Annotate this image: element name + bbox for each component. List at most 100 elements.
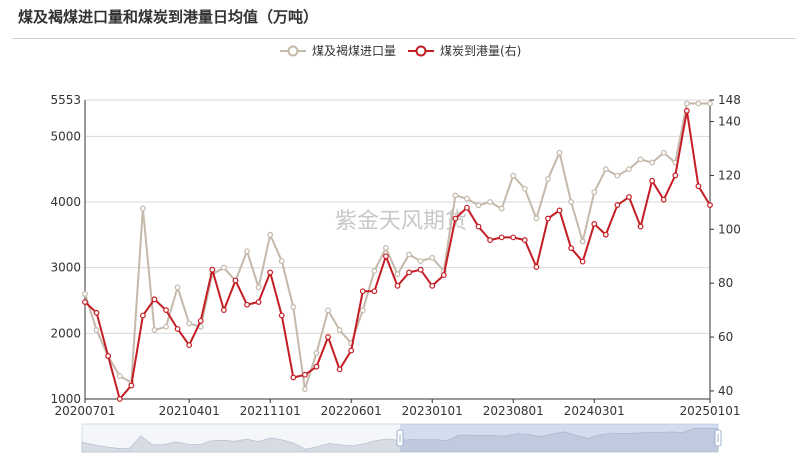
x-tick-label: 20210401 — [159, 404, 220, 418]
data-point — [163, 323, 169, 330]
data-point — [163, 307, 169, 314]
gridlines — [85, 99, 710, 400]
y-left-tick-label: 4000 — [50, 195, 81, 209]
data-point — [174, 326, 181, 332]
data-point — [649, 177, 656, 184]
data-point — [151, 327, 158, 333]
data-point — [197, 317, 204, 324]
data-point — [452, 215, 459, 222]
legend-marker — [287, 45, 299, 57]
data-point — [359, 288, 366, 295]
data-point — [325, 307, 331, 314]
data-point — [302, 371, 308, 378]
axes: 1000 2000 3000 4000 5000 5553 40 60 80 100 120 140 1… — [50, 93, 740, 418]
data-point — [452, 192, 459, 199]
data-point — [475, 223, 482, 230]
legend[interactable]: 煤及褐煤进口量 煤炭到港量(右) — [280, 43, 521, 58]
data-point — [533, 215, 540, 222]
data-point — [602, 231, 609, 238]
series-line — [84, 110, 711, 402]
data-point — [568, 245, 575, 252]
watermark: 紫金天风期货 — [335, 209, 467, 234]
y-right-tick-label: 60 — [718, 330, 733, 344]
data-point — [637, 156, 644, 163]
data-point — [649, 159, 656, 166]
data-point — [695, 100, 702, 107]
data-point — [498, 205, 505, 212]
data-point — [521, 185, 528, 192]
data-point — [556, 207, 563, 214]
data-point — [348, 347, 355, 354]
x-tick-label: 20211101 — [240, 404, 301, 418]
data-point — [359, 307, 366, 314]
data-point — [220, 307, 227, 314]
data-point — [371, 288, 378, 295]
data-point — [325, 334, 331, 340]
y-left-tick-label: 2000 — [50, 326, 81, 340]
x-tick-label: 20240301 — [564, 404, 625, 418]
data-point — [151, 296, 158, 303]
legend-item-2[interactable]: 煤炭到港量(右) — [408, 43, 521, 58]
data-point — [394, 282, 401, 289]
data-point — [660, 196, 667, 203]
data-point — [591, 221, 598, 227]
data-zoom-slider[interactable] — [81, 423, 722, 453]
data-point — [244, 248, 250, 255]
data-point — [371, 268, 378, 274]
data-point — [139, 205, 146, 212]
data-point — [602, 166, 609, 173]
data-point — [383, 253, 389, 260]
title-divider — [12, 38, 796, 39]
data-point — [464, 204, 470, 211]
data-point — [429, 282, 436, 289]
data-point — [116, 373, 123, 379]
data-point — [290, 374, 297, 381]
data-point — [174, 284, 181, 291]
data-point — [186, 342, 193, 349]
y-right-tick-label: 120 — [718, 168, 741, 182]
data-point — [614, 202, 621, 208]
data-point — [105, 353, 112, 359]
data-point — [82, 291, 88, 297]
data-point — [93, 309, 100, 316]
data-point — [637, 223, 644, 230]
data-point — [255, 299, 262, 305]
data-point — [556, 149, 563, 156]
data-point — [498, 234, 505, 241]
y-left-tick-label: 3000 — [50, 261, 81, 275]
data-point — [128, 382, 135, 389]
data-point — [116, 396, 123, 402]
y-left-tick-label: 1000 — [50, 392, 81, 406]
data-point — [290, 304, 297, 310]
data-point — [267, 231, 274, 238]
data-point — [614, 172, 621, 179]
data-point — [475, 202, 482, 209]
series-1 — [82, 100, 713, 393]
series-lines — [82, 100, 713, 402]
data-point — [429, 254, 436, 261]
data-point — [672, 172, 679, 179]
data-point — [626, 166, 632, 173]
data-point — [487, 237, 493, 243]
legend-item-1[interactable]: 煤及褐煤进口量 — [280, 43, 396, 58]
data-point — [417, 266, 424, 273]
data-point — [591, 189, 598, 196]
data-point — [660, 149, 667, 156]
data-point — [533, 264, 540, 270]
data-point — [255, 284, 262, 291]
data-point — [220, 264, 227, 271]
chart-title: 煤及褐煤进口量和煤炭到港量日均值（万吨） — [18, 8, 319, 26]
data-point — [683, 100, 690, 107]
data-point — [707, 202, 713, 208]
data-point — [394, 271, 401, 278]
data-point — [209, 266, 216, 273]
data-point — [383, 245, 389, 251]
data-point — [695, 183, 702, 190]
series-2 — [82, 107, 713, 402]
data-point — [440, 272, 447, 278]
data-point — [510, 234, 517, 241]
data-point — [313, 363, 320, 370]
slider-preview — [81, 427, 719, 453]
data-point — [244, 301, 250, 308]
x-tick-label: 20220601 — [321, 404, 382, 418]
